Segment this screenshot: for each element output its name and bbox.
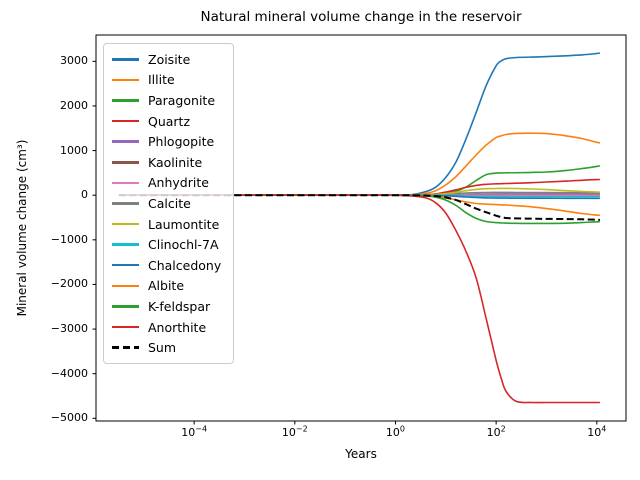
legend-item-anhydrite: Anhydrite bbox=[112, 173, 229, 194]
legend-line-sample bbox=[112, 222, 139, 226]
legend-item-phlogopite: Phlogopite bbox=[112, 131, 229, 152]
chart-title: Natural mineral volume change in the res… bbox=[200, 9, 522, 25]
y-axis-label: Mineral volume change (cm³) bbox=[15, 139, 29, 317]
legend-label: Zoisite bbox=[148, 51, 191, 67]
x-tick-label: 10−2 bbox=[281, 424, 308, 439]
legend-item-anorthite: Anorthite bbox=[112, 317, 229, 338]
axes-frame bbox=[95, 34, 627, 422]
legend-item-calcite: Calcite bbox=[112, 193, 229, 214]
legend-label: Anhydrite bbox=[148, 175, 209, 191]
y-tick-label: 0 bbox=[81, 188, 88, 202]
legend-item-k-feldspar: K-feldspar bbox=[112, 296, 229, 317]
legend-item-paragonite: Paragonite bbox=[112, 90, 229, 111]
plot-lines bbox=[118, 52, 601, 404]
legend-line-sample bbox=[112, 263, 139, 267]
legend-line-sample bbox=[112, 78, 139, 82]
legend-label: Clinochl-7A bbox=[148, 237, 219, 253]
legend-line-sample bbox=[112, 243, 139, 246]
legend-line-sample bbox=[112, 119, 139, 123]
y-tick-label: 2000 bbox=[60, 98, 88, 112]
legend-item-illite: Illite bbox=[112, 70, 229, 91]
legend-label: Chalcedony bbox=[148, 257, 222, 273]
legend-item-quartz: Quartz bbox=[112, 111, 229, 132]
legend-label: Laumontite bbox=[148, 216, 220, 232]
x-tick-label: 10−4 bbox=[181, 424, 208, 439]
legend-line-sample bbox=[112, 284, 139, 288]
legend-line-sample bbox=[112, 58, 139, 61]
legend-label: Illite bbox=[148, 72, 175, 88]
legend-line-sample bbox=[112, 140, 139, 143]
x-axis-label: Years bbox=[345, 447, 377, 461]
y-tick-label: −5000 bbox=[50, 411, 88, 425]
legend-line-sample bbox=[112, 305, 139, 308]
legend-label: Kaolinite bbox=[148, 154, 203, 170]
legend-label: Phlogopite bbox=[148, 134, 215, 150]
y-tick-label: 3000 bbox=[60, 54, 88, 68]
legend-label: Anorthite bbox=[148, 319, 207, 335]
y-tick-label: −3000 bbox=[50, 322, 88, 336]
legend-line-sample bbox=[112, 202, 139, 205]
x-tick-label: 100 bbox=[385, 424, 406, 439]
y-tick-label: −2000 bbox=[50, 277, 88, 291]
legend-line-sample bbox=[112, 325, 139, 329]
legend-label: Calcite bbox=[148, 195, 191, 211]
legend-line-sample bbox=[112, 346, 139, 349]
legend-item-kaolinite: Kaolinite bbox=[112, 152, 229, 173]
legend-line-sample bbox=[112, 161, 139, 164]
legend-label: Sum bbox=[148, 340, 177, 356]
y-tick-label: −4000 bbox=[50, 366, 88, 380]
legend-label: Paragonite bbox=[148, 92, 216, 108]
legend-line-sample bbox=[112, 181, 139, 185]
series-line-sum bbox=[118, 194, 601, 221]
legend-item-clinochl-7a: Clinochl-7A bbox=[112, 234, 229, 255]
legend-line-sample bbox=[112, 99, 139, 102]
legend-label: Quartz bbox=[148, 113, 191, 129]
legend-label: K-feldspar bbox=[148, 298, 211, 314]
legend: Zoisite Illite Paragonite Quartz Phlogopite K… bbox=[103, 43, 234, 364]
series-line-anorthite bbox=[118, 194, 600, 404]
x-tick-label: 102 bbox=[486, 424, 506, 439]
y-tick-label: −1000 bbox=[50, 232, 88, 246]
legend-item-zoisite: Zoisite bbox=[112, 49, 229, 70]
y-tick-label: 1000 bbox=[60, 143, 88, 157]
legend-item-sum: Sum bbox=[112, 337, 229, 358]
legend-item-laumontite: Laumontite bbox=[112, 214, 229, 235]
x-tick-label: 104 bbox=[587, 424, 607, 439]
legend-item-albite: Albite bbox=[112, 276, 229, 297]
legend-item-chalcedony: Chalcedony bbox=[112, 255, 229, 276]
legend-label: Albite bbox=[148, 278, 185, 294]
